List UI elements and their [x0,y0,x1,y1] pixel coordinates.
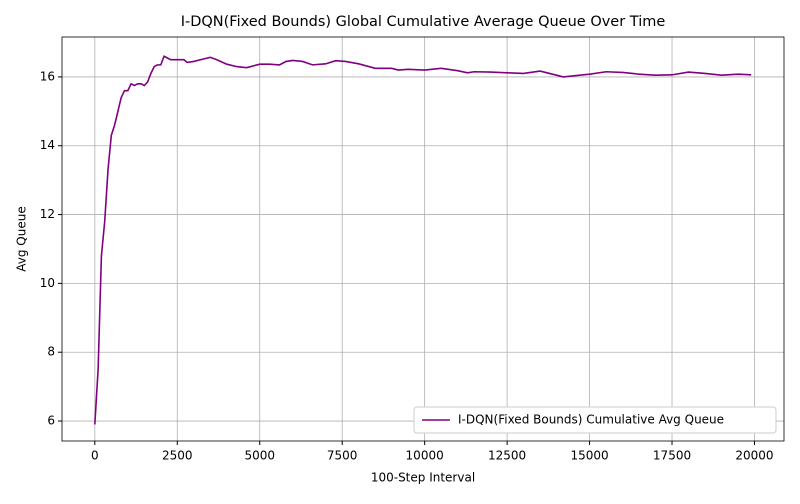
x-tick-label: 10000 [406,449,444,463]
y-tick-label: 8 [47,345,55,359]
x-tick-label: 12500 [488,449,526,463]
y-tick-label: 12 [40,207,55,221]
x-tick-label: 0 [91,449,99,463]
x-axis-label: 100-Step Interval [371,471,475,485]
y-tick-label: 14 [40,138,55,152]
chart-title: I-DQN(Fixed Bounds) Global Cumulative Av… [181,14,666,30]
x-tick-label: 17500 [653,449,691,463]
x-tick-label: 15000 [570,449,608,463]
x-tick-label: 2500 [162,449,193,463]
y-tick-label: 10 [40,276,55,290]
y-tick-label: 16 [40,69,55,83]
legend-box [413,406,777,434]
legend-label: I-DQN(Fixed Bounds) Cumulative Avg Queue [458,413,724,427]
y-axis-label: Avg Queue [15,206,29,271]
x-tick-label: 20000 [735,449,773,463]
plot-frame [61,36,785,442]
y-tick-label: 6 [47,414,55,428]
x-tick-label: 5000 [244,449,275,463]
x-tick-label: 7500 [327,449,358,463]
data-line [94,55,752,425]
